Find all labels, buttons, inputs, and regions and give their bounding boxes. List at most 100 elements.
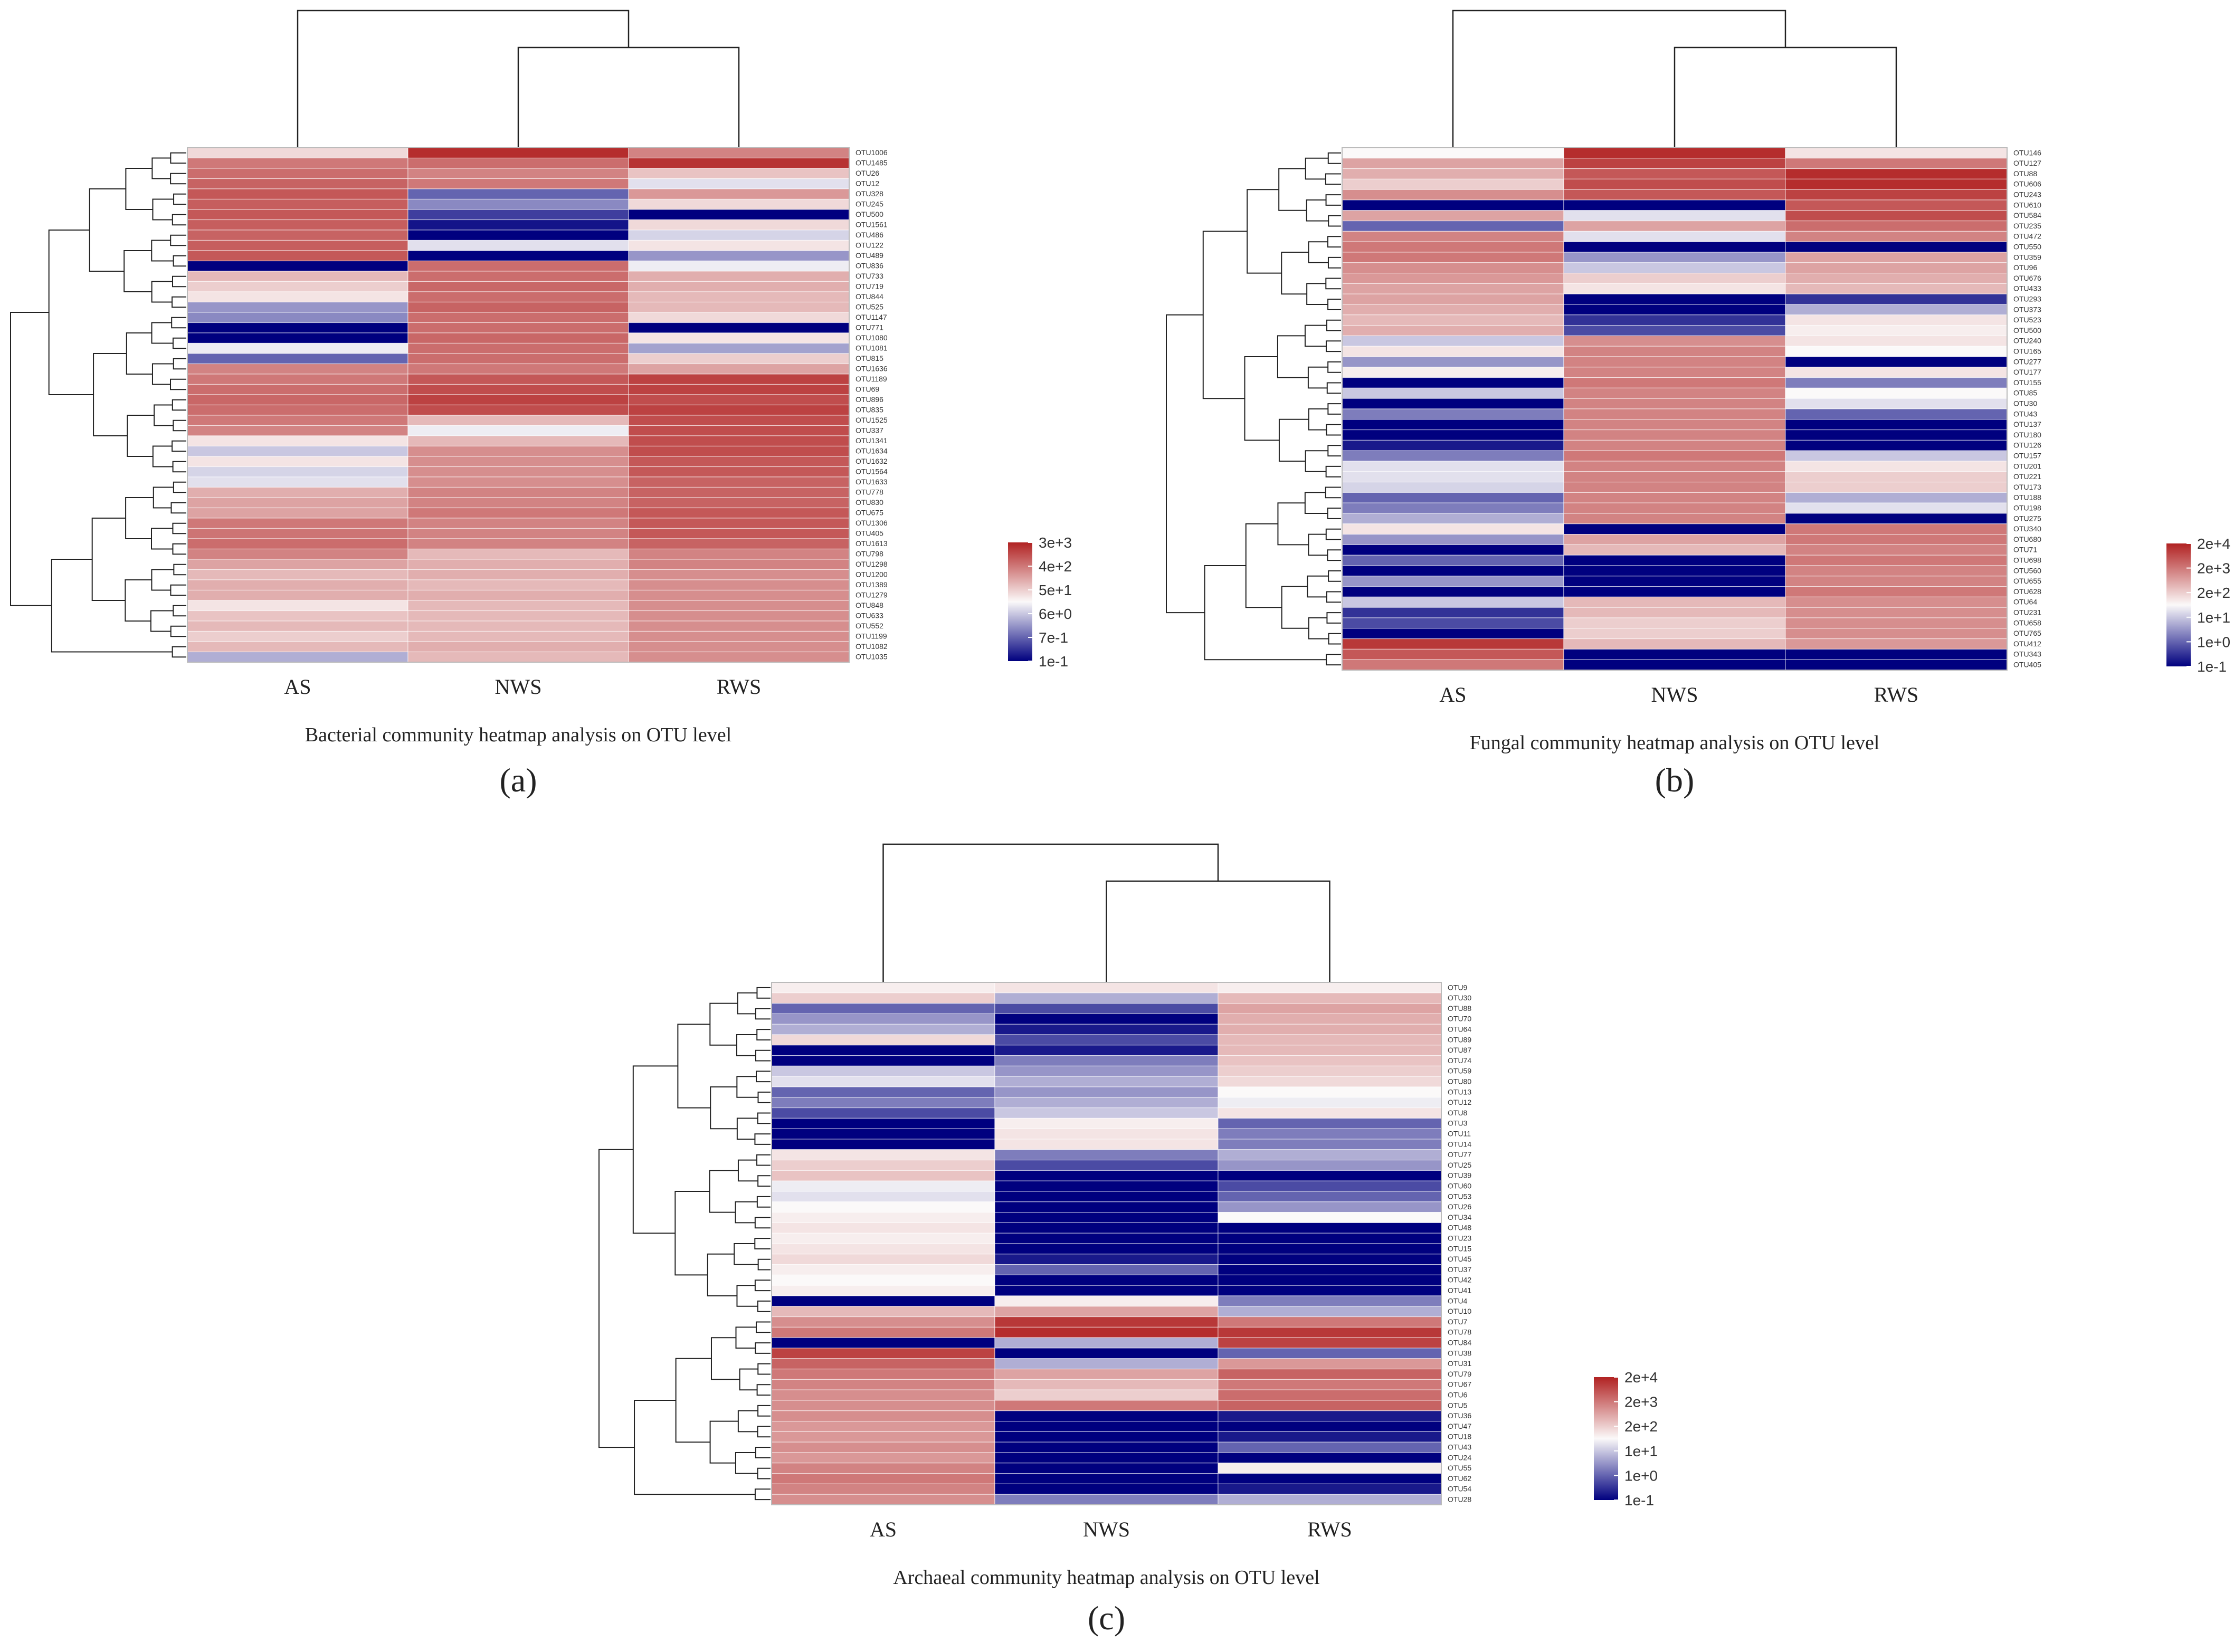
heatmap-cell [1785, 210, 2008, 222]
heatmap-cell [187, 548, 408, 560]
row-dendrogram-branch [153, 486, 174, 509]
row-dendrogram-branch [151, 281, 173, 303]
heatmap-cell [187, 240, 408, 251]
row-label-otu: OTU146 [2013, 148, 2041, 157]
row-label-otu: OTU88 [2013, 169, 2037, 178]
heatmap-cell [1218, 1160, 1442, 1171]
row-dendrogram-branch [1306, 283, 1328, 305]
heatmap-cell [771, 1441, 995, 1453]
row-dendrogram-branch [1326, 382, 1341, 394]
row-dendrogram-branch [1304, 492, 1328, 514]
heatmap-cell [771, 1463, 995, 1474]
heatmap-cell [1563, 450, 1786, 462]
legend-tick-label: 1e-1 [2197, 658, 2227, 675]
heatmap-cell [1563, 324, 1786, 336]
column-label-rws: RWS [1307, 1517, 1352, 1541]
row-dendrogram-branch [755, 1447, 771, 1458]
heatmap-cell [187, 271, 408, 282]
heatmap-cell [994, 1013, 1219, 1025]
row-label-otu: OTU11 [1448, 1129, 1471, 1138]
row-label-otu: OTU343 [2013, 650, 2041, 658]
row-dendrogram-branch [173, 481, 186, 493]
heatmap-cell [1218, 1463, 1442, 1474]
column-dendrogram-root [297, 9, 630, 148]
row-dendrogram-branch [93, 353, 128, 436]
row-label-otu: OTU830 [855, 498, 883, 507]
row-dendrogram-branch [598, 1149, 635, 1448]
heatmap-cell [1785, 544, 2008, 556]
heatmap-cell [187, 301, 408, 313]
heatmap-cell [771, 1180, 995, 1192]
heatmap-cell [994, 1369, 1219, 1380]
column-dendrogram-nws-rws [1674, 46, 1897, 148]
fungal-caption: Fungal community heatmap analysis on OTU… [1470, 732, 1880, 754]
row-label-otu: OTU1564 [855, 467, 888, 476]
heatmap-cell [771, 992, 995, 1004]
column-label-as: AS [284, 675, 311, 699]
column-label-as: AS [870, 1517, 897, 1541]
heatmap-cell [994, 1389, 1219, 1401]
heatmap-cell [1342, 304, 1564, 316]
heatmap-cell [1218, 1254, 1442, 1265]
heatmap-cell [771, 1358, 995, 1370]
row-dendrogram-branch [1245, 523, 1282, 608]
row-label-otu: OTU836 [855, 262, 883, 270]
row-label-otu: OTU719 [855, 282, 883, 291]
row-dendrogram-branch [170, 378, 186, 390]
heatmap-cell [1342, 638, 1564, 650]
heatmap-cell [1563, 586, 1786, 597]
heatmap-cell [628, 230, 850, 241]
heatmap-cell [407, 374, 629, 385]
heatmap-cell [994, 1254, 1219, 1265]
heatmap-cell [1218, 992, 1442, 1004]
row-label-otu: OTU88 [1448, 1004, 1471, 1013]
legend-tick-label: 1e+1 [1624, 1443, 1658, 1459]
heatmap-cell [771, 1431, 995, 1443]
heatmap-cell [994, 1086, 1219, 1098]
row-dendrogram-branch [707, 1253, 737, 1296]
row-label-otu: OTU550 [2013, 242, 2041, 251]
column-dendrogram-nws-rws [517, 46, 740, 148]
heatmap-cell [1218, 1274, 1442, 1286]
heatmap-cell [1342, 523, 1564, 535]
row-label-otu: OTU53 [1448, 1192, 1471, 1200]
heatmap-cell [1342, 607, 1564, 618]
row-dendrogram-branch [754, 1217, 771, 1229]
heatmap-cell [407, 497, 629, 509]
heatmap-cell [771, 1045, 995, 1056]
row-dendrogram-branch [1327, 361, 1341, 373]
heatmap-cell [1785, 638, 2008, 650]
heatmap-cell [994, 1065, 1219, 1077]
heatmap-cell [1563, 283, 1786, 294]
heatmap-cell [994, 1421, 1219, 1433]
row-label-otu: OTU1279 [855, 591, 888, 599]
heatmap-cell [771, 1410, 995, 1422]
row-label-otu: OTU41 [1448, 1286, 1471, 1294]
heatmap-cell [771, 1473, 995, 1485]
row-label-otu: OTU221 [2013, 472, 2041, 481]
heatmap-cell [1563, 628, 1786, 639]
heatmap-cell [1342, 429, 1564, 441]
heatmap-cell [187, 641, 408, 653]
heatmap-cell [187, 559, 408, 570]
row-label-otu: OTU64 [1448, 1025, 1471, 1033]
heatmap-cell [1563, 408, 1786, 420]
row-dendrogram-branch [757, 1467, 771, 1479]
row-label-otu: OTU4 [1448, 1296, 1468, 1305]
heatmap-cell [1218, 1441, 1442, 1453]
heatmap-cell [1218, 1002, 1442, 1014]
heatmap-cell [187, 230, 408, 241]
heatmap-cell [1785, 586, 2008, 597]
row-label-otu: OTU1485 [855, 159, 888, 167]
row-dendrogram-branch [1328, 570, 1341, 582]
row-dendrogram-branch [756, 987, 771, 999]
heatmap-cell [1785, 419, 2008, 431]
row-dendrogram-branch [1277, 502, 1309, 546]
heatmap-cell [1563, 356, 1786, 368]
heatmap-cell [1563, 252, 1786, 263]
row-label-otu: OTU31 [1448, 1359, 1471, 1368]
row-label-otu: OTU70 [1448, 1015, 1471, 1023]
heatmap-cell [771, 1013, 995, 1025]
row-dendrogram-branch [1326, 424, 1341, 436]
heatmap-cell [1563, 221, 1786, 232]
